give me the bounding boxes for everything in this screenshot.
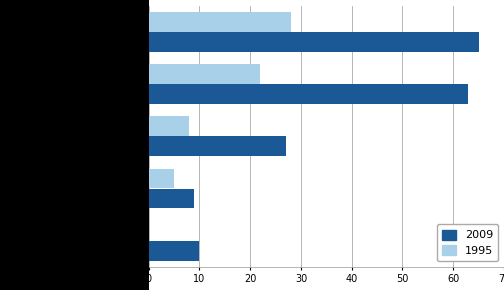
Bar [149,188,195,208]
Legend: 2009, 1995: 2009, 1995 [437,224,498,261]
Bar [149,241,200,260]
Bar [149,84,468,104]
Bar [149,12,291,32]
Bar [149,64,261,84]
Bar [149,117,190,136]
Bar [149,136,286,156]
Bar [149,169,174,189]
Bar [149,32,479,52]
